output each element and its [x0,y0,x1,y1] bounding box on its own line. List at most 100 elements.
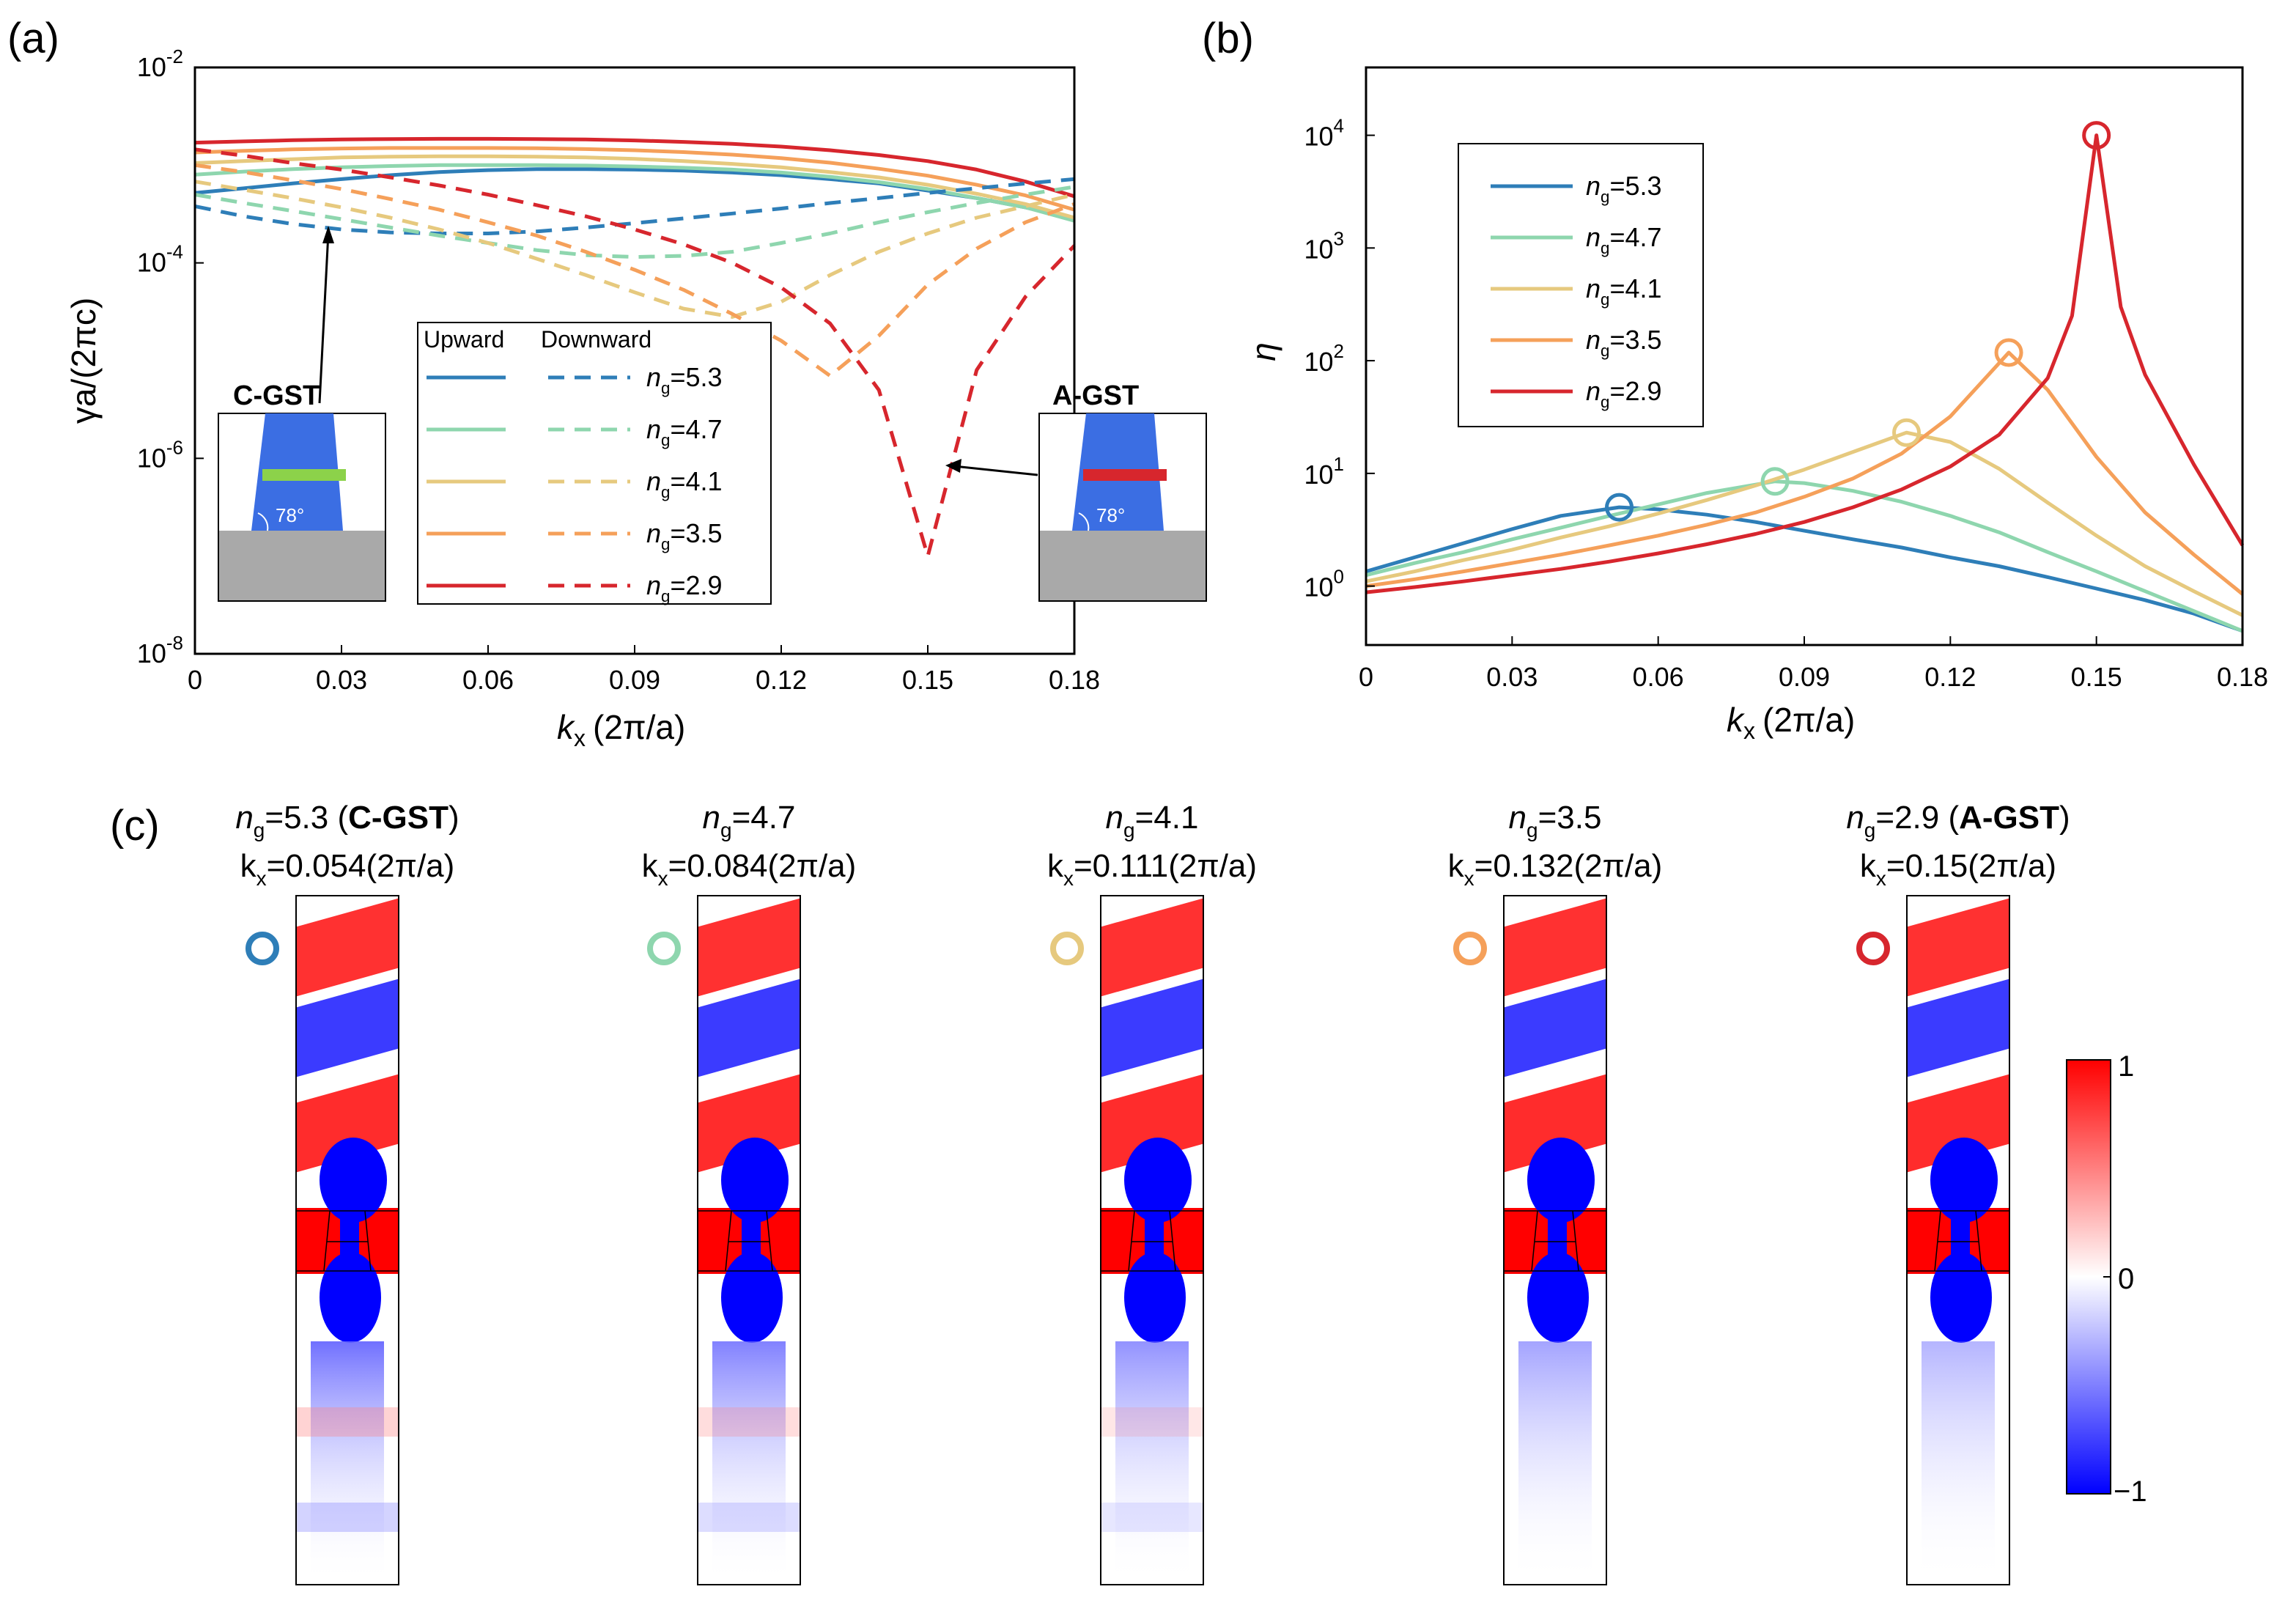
field-blob-top-4 [1930,1138,1998,1223]
panel-b-x-tick-label: 0.12 [1924,662,1976,692]
panel-a-plot-area [194,136,1076,559]
legend-b-label-2: ng=4.1 [1586,273,1662,309]
legend-a-label-1-val: =4.7 [670,414,722,444]
field-title-var-3: n [1509,800,1527,836]
panel-a-series-4 [194,136,1075,199]
legend-b-label-4-val: =2.9 [1609,376,1661,406]
field-band-1-0 [698,898,800,997]
panel-b: (b) 0 0.03 0.06 0.09 0.12 0.15 0.18 1001011021… [1202,15,2268,744]
field-line-left-2 [1128,1210,1135,1272]
legend-a-label-1-var: n [646,414,661,444]
field-blob-top-3 [1527,1138,1595,1223]
legend-b-label-3: ng=3.5 [1586,325,1662,360]
panel-a-y-tick-base: 10 [137,248,166,278]
field-frame-2 [1100,895,1204,1585]
panel-b-y-tick-label: 101 [1304,453,1344,490]
field-title-bold-0: C-GST [348,800,449,836]
field-tail-0 [311,1341,384,1583]
field-neck-1 [742,1202,761,1275]
field-title-sub-4: g [1864,819,1876,841]
field-k-var-1: k [642,848,659,884]
panel-a-y-tick-label: 10-6 [137,436,183,473]
field-k-0: kx=0.054(2π/a) [240,848,455,890]
field-k-val-0: =0.054(2π/a) [267,848,455,884]
panel-b-plot-area [1365,121,2245,633]
inset-c-gst-substrate [219,531,385,600]
panel-a-series-1 [194,163,1075,223]
inset-c-gst-angle-arc [257,512,269,531]
field-k-val-3: =0.132(2π/a) [1474,848,1663,884]
panel-a-x-tick-label: 0.15 [902,665,953,695]
field-k-var-4: k [1860,848,1877,884]
panel-b-series-2 [1365,430,2244,617]
panel-b-y-tick-exp: 1 [1334,453,1344,475]
field-band-4-0 [1907,898,2009,997]
panel-b-peak-marker-0 [1605,493,1634,522]
field-neck-2 [1145,1202,1164,1275]
legend-b-label-0-var: n [1586,171,1601,201]
field-lower-band-2-0 [1101,1407,1203,1437]
field-band-0-0 [296,898,399,997]
legend-b-label-2-sub: g [1601,290,1609,309]
field-marker-4 [1856,932,1890,965]
panel-b-y-tick-label: 102 [1304,340,1344,377]
field-line-left-4 [1934,1210,1941,1272]
field-title-1: ng=4.7 [703,800,796,841]
arrow-c-gst [318,232,330,404]
panel-a-x-ticks: 0 0.03 0.06 0.09 0.12 0.15 0.18 [188,645,1100,695]
field-k-val-1: =0.084(2π/a) [668,848,857,884]
legend-b-label-2-var: n [1586,273,1601,303]
field-tail-4 [1922,1341,1995,1583]
panel-a-y-tick-exp: -6 [166,436,183,458]
panel-b-series-4 [1365,133,2245,594]
panel-b-y-tick-label: 103 [1304,227,1344,264]
panel-a-x-tick-label: 0.12 [756,665,807,695]
field-blob-bottom-0 [320,1252,381,1343]
field-title-close-4: ) [2059,800,2070,836]
field-lower-band-1-1 [698,1503,800,1532]
field-k-sub-4: x [1876,867,1886,890]
field-line-left-3 [1531,1210,1538,1272]
legend-b-label-3-val: =3.5 [1609,325,1661,355]
panel-a-y-tick-exp: -4 [166,241,183,263]
panel-b-peak-marker-1 [1760,467,1790,496]
legend-b-label-2-val: =4.1 [1609,273,1661,303]
field-line-right-2 [1169,1210,1176,1272]
legend-a-label-1-sub: g [661,431,670,449]
field-map-3 [1504,896,1606,1585]
legend-a-label-0-var: n [646,362,661,392]
panel-b-series-3 [1365,350,2244,596]
field-line-right-3 [1572,1210,1579,1272]
panel-b-y-tick-exp: 3 [1334,227,1344,249]
inset-c-gst-layer [262,469,346,481]
legend-a-label-0: ng=5.3 [646,362,723,397]
panel-b-x-tick-label: 0 [1359,662,1373,692]
field-band-2-0 [1101,898,1203,997]
panel-a-series-7 [194,180,1075,319]
panel-a-series-6 [194,185,1075,259]
panel-a-series-3 [194,146,1075,212]
field-marker-3 [1453,932,1487,965]
inset-a-gst: A-GST 78° [945,380,1207,602]
legend-a-label-3-var: n [646,518,661,548]
inset-c-gst-label: C-GST [233,380,320,411]
field-title-var-1: n [703,800,720,836]
panel-a-label: (a) [7,15,59,62]
field-frame-0 [295,895,399,1585]
arrow-c-gst-head [322,226,334,243]
panel-a-y-tick-exp: -2 [166,45,183,67]
field-map-4 [1907,896,2009,1585]
field-lower-band-0-1 [296,1503,399,1532]
panel-a-y-tick-label: 10-4 [137,241,183,278]
field-panel-1: ng=4.7 kx=0.084(2π/a) [642,800,857,1585]
field-line-left-0 [323,1210,331,1272]
field-title-4: ng=2.9 (A-GST) [1846,800,2070,841]
panel-b-label: (b) [1202,15,1254,62]
field-title-sub-0: g [254,819,265,841]
panel-a-y-tick-base: 10 [137,443,166,473]
panel-b-x-tick-label: 0.15 [2071,662,2122,692]
field-blob-bottom-4 [1930,1252,1992,1343]
panel-a-legend-box [417,322,772,605]
legend-a-label-0-val: =5.3 [670,362,722,392]
